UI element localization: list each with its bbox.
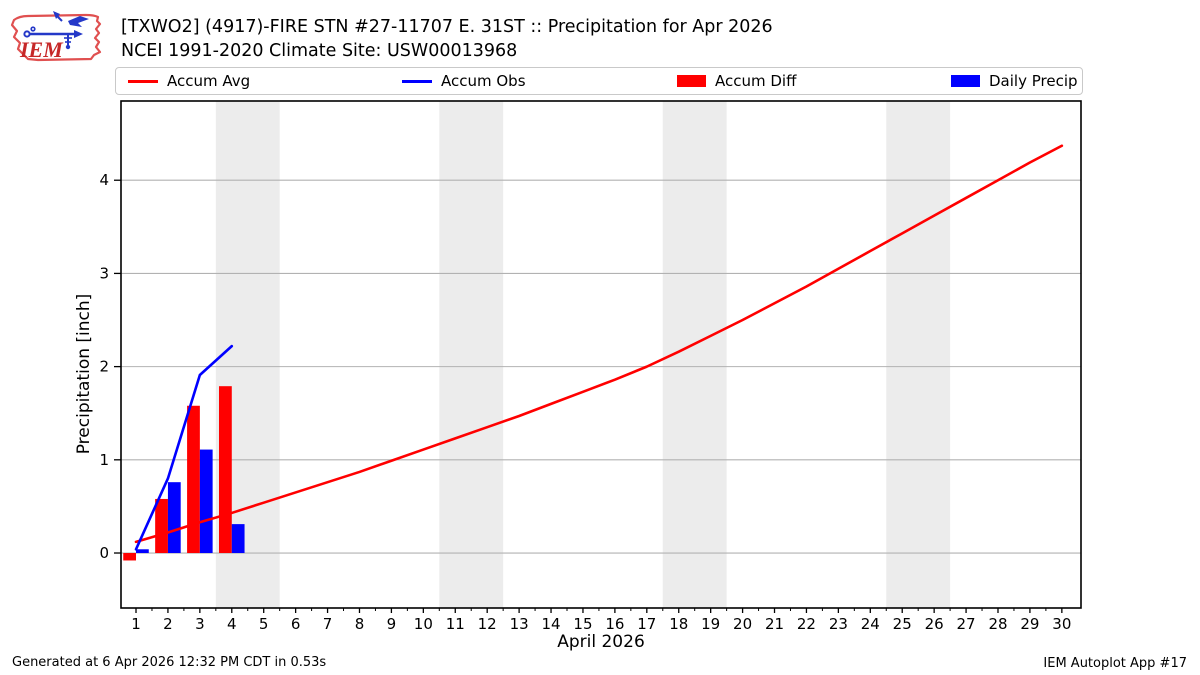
chart-subtitle: NCEI 1991-2020 Climate Site: USW00013968 [121, 41, 518, 61]
x-tick-label: 24 [861, 615, 880, 633]
legend-label: Accum Diff [715, 72, 797, 90]
weekend-band [439, 101, 504, 608]
legend: Accum Avg Accum Obs Accum Diff Daily Pre… [115, 67, 1083, 95]
daily-precip-patch-swatch [951, 75, 980, 87]
accum-obs-line-swatch [402, 79, 432, 83]
x-tick-label: 20 [733, 615, 752, 633]
legend-item-daily-precip: Daily Precip [951, 68, 1078, 94]
accum-diff-bar [219, 386, 232, 554]
x-tick-label: 5 [259, 615, 269, 633]
x-tick-label: 18 [669, 615, 688, 633]
x-tick-label: 23 [829, 615, 848, 633]
x-tick-label: 11 [446, 615, 465, 633]
app-credit: IEM Autoplot App #17 [1043, 656, 1187, 671]
x-tick-label: 8 [355, 615, 365, 633]
plot-border [120, 100, 1082, 609]
accum-diff-bar [187, 405, 200, 554]
x-tick-label: 10 [414, 615, 433, 633]
iem-logo-text: IEM [19, 37, 64, 62]
legend-item-accum-diff: Accum Diff [677, 68, 796, 94]
weather-vane-solid [53, 11, 89, 50]
generated-timestamp: Generated at 6 Apr 2026 12:32 PM CDT in … [12, 655, 327, 670]
chart-title: [TXWO2] (4917)-FIRE STN #27-11707 E. 31S… [121, 17, 773, 37]
weekend-band [886, 101, 951, 608]
x-tick-label: 1 [131, 615, 141, 633]
y-tick-label: 2 [99, 358, 109, 376]
legend-label: Accum Avg [167, 72, 251, 90]
y-axis-title: Precipitation [inch] [74, 294, 94, 455]
x-tick-label: 6 [291, 615, 301, 633]
x-tick-label: 3 [195, 615, 205, 633]
accum-avg-line-swatch [128, 79, 158, 83]
y-tick-label: 4 [99, 171, 109, 189]
x-tick-label: 25 [893, 615, 912, 633]
daily-precip-bar [231, 524, 245, 554]
x-tick-label: 19 [701, 615, 720, 633]
daily-precip-bar [136, 549, 149, 554]
iem-logo: IEM [8, 7, 108, 65]
x-tick-label: 16 [605, 615, 624, 633]
accum-obs-line [134, 344, 234, 551]
legend-item-accum-avg: Accum Avg [128, 68, 250, 94]
accum-avg-line [134, 144, 1064, 544]
x-tick-label: 28 [988, 615, 1007, 633]
x-tick-label: 29 [1020, 615, 1039, 633]
y-tick-label: 0 [99, 544, 109, 562]
x-tick-label: 12 [478, 615, 497, 633]
x-tick-label: 17 [637, 615, 656, 633]
y-tick-label: 1 [99, 451, 109, 469]
iem-logo-graphic: IEM [10, 11, 102, 62]
x-tick-label: 15 [573, 615, 592, 633]
x-tick-label: 30 [1052, 615, 1071, 633]
x-tick-label: 2 [163, 615, 173, 633]
x-tick-label: 22 [797, 615, 816, 633]
x-tick-label: 13 [510, 615, 529, 633]
x-tick-label: 21 [765, 615, 784, 633]
accum-diff-bar [123, 553, 137, 561]
x-tick-label: 26 [925, 615, 944, 633]
x-tick-label: 14 [541, 615, 560, 633]
accum-diff-bar [155, 498, 168, 554]
accum-diff-patch-swatch [677, 75, 706, 87]
daily-precip-bar [167, 482, 181, 554]
y-tick-label: 3 [99, 264, 109, 282]
legend-label: Accum Obs [441, 72, 526, 90]
x-axis-title: April 2026 [557, 632, 645, 652]
daily-precip-bar [199, 449, 213, 554]
x-tick-label: 7 [323, 615, 333, 633]
x-tick-label: 4 [227, 615, 237, 633]
title-block: [TXWO2] (4917)-FIRE STN #27-11707 E. 31S… [121, 15, 773, 63]
legend-item-accum-obs: Accum Obs [402, 68, 526, 94]
x-tick-label: 27 [957, 615, 976, 633]
legend-label: Daily Precip [989, 72, 1078, 90]
x-tick-label: 9 [387, 615, 397, 633]
